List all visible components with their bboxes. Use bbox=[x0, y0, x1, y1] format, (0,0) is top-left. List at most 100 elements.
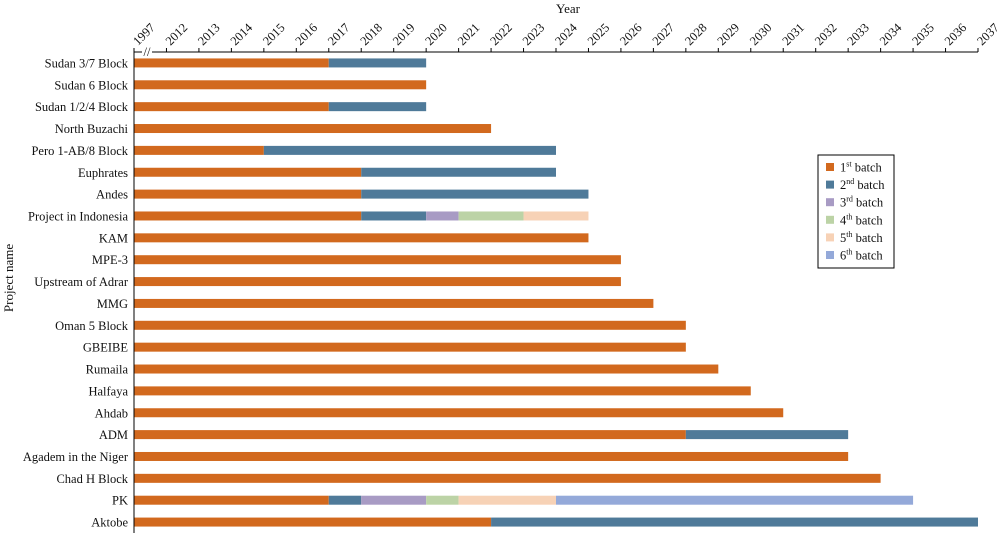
legend-label-number: 3 bbox=[840, 196, 846, 210]
x-tick-label: 2014 bbox=[228, 20, 256, 48]
bar-segment bbox=[134, 124, 492, 134]
bar-segment bbox=[685, 430, 849, 440]
x-tick-label: 2036 bbox=[942, 21, 970, 49]
legend-swatch bbox=[826, 215, 834, 224]
x-tick-label: 2017 bbox=[325, 21, 353, 49]
category-label: Sudan 1/2/4 Block bbox=[35, 100, 129, 114]
x-tick-label: 2013 bbox=[195, 21, 223, 49]
project-row: MMG bbox=[97, 297, 654, 311]
project-row: North Buzachi bbox=[55, 122, 492, 136]
legend-item: 2nd batch bbox=[826, 177, 885, 192]
bar-segment bbox=[328, 495, 362, 505]
x-tick-label: 2027 bbox=[650, 21, 678, 49]
project-row: Rumaila bbox=[86, 363, 719, 377]
x-tick-label: 2022 bbox=[487, 21, 515, 49]
legend-item: 6th batch bbox=[826, 248, 883, 263]
legend-label-text: batch bbox=[852, 213, 883, 227]
y-axis-title: Project name bbox=[1, 244, 16, 312]
bar-segment bbox=[134, 255, 621, 265]
bars-layer: Sudan 3/7 Block Sudan 6 Block Sudan 1/2/4 … bbox=[23, 56, 978, 530]
category-label: Ahdab bbox=[95, 406, 128, 420]
project-row: Euphrates bbox=[78, 166, 556, 180]
project-row: MPE-3 bbox=[92, 253, 621, 267]
legend-label-number: 5 bbox=[840, 231, 846, 245]
bar-segment bbox=[134, 145, 264, 155]
bar-segment bbox=[134, 386, 751, 396]
bar-segment bbox=[134, 211, 362, 221]
category-label: ADM bbox=[99, 428, 128, 442]
x-tick-label: 2016 bbox=[293, 21, 321, 49]
legend-label-text: batch bbox=[852, 161, 883, 175]
bar-segment bbox=[134, 189, 362, 199]
legend-label-text: batch bbox=[853, 196, 884, 210]
legend-label-text: batch bbox=[852, 249, 883, 263]
x-tick-label: 2015 bbox=[260, 21, 288, 49]
legend-item: 4th batch bbox=[826, 212, 883, 227]
category-label: Chad H Block bbox=[56, 472, 128, 486]
category-label: Pero 1-AB/8 Block bbox=[31, 144, 128, 158]
legend-item: 5th batch bbox=[826, 230, 883, 245]
legend-label-number: 4 bbox=[840, 213, 847, 227]
category-label: KAM bbox=[99, 231, 128, 245]
legend-label-ordinal: nd bbox=[846, 177, 854, 186]
x-tick-label: 2034 bbox=[877, 20, 905, 48]
x-tick-label: 2031 bbox=[779, 21, 807, 49]
x-tick-label: 2028 bbox=[682, 21, 710, 49]
x-tick-label: 2037 bbox=[974, 21, 1000, 49]
legend-label-ordinal: rd bbox=[846, 195, 853, 204]
legend-item: 1st batch bbox=[826, 160, 883, 175]
x-tick-label: 2029 bbox=[715, 21, 743, 49]
legend-label: 1st batch bbox=[840, 160, 883, 175]
category-label: Rumaila bbox=[86, 363, 129, 377]
bar-segment bbox=[361, 167, 556, 177]
project-row: Sudan 6 Block bbox=[54, 78, 427, 92]
legend-swatch bbox=[826, 251, 834, 259]
legend-label: 2nd batch bbox=[840, 177, 885, 192]
project-row: ADM bbox=[99, 428, 849, 442]
bar-segment bbox=[556, 495, 914, 505]
x-tick-label: 2018 bbox=[357, 21, 385, 49]
bar-segment bbox=[328, 58, 427, 68]
x-tick-label: 2026 bbox=[617, 21, 645, 49]
x-tick-label: 2035 bbox=[909, 21, 937, 49]
bar-segment bbox=[458, 495, 556, 505]
project-row: GBEIBE bbox=[83, 341, 686, 355]
legend-label: 5th batch bbox=[840, 230, 883, 245]
bar-segment bbox=[134, 430, 686, 440]
legend-label-ordinal: th bbox=[846, 212, 852, 221]
bar-segment bbox=[361, 495, 427, 505]
legend-label: 6th batch bbox=[840, 248, 883, 263]
bar-segment bbox=[134, 102, 329, 112]
project-row: Andes bbox=[96, 188, 589, 202]
project-row: Halfaya bbox=[88, 384, 751, 398]
bar-segment bbox=[134, 473, 881, 483]
category-label: Aktobe bbox=[91, 516, 128, 530]
legend-label: 4th batch bbox=[840, 212, 883, 227]
category-label: MMG bbox=[97, 297, 128, 311]
category-label: Project in Indonesia bbox=[28, 209, 128, 223]
category-label: Upstream of Adrar bbox=[34, 275, 129, 289]
project-row: Ahdab bbox=[95, 406, 784, 420]
x-tick-label: 2012 bbox=[163, 21, 191, 49]
legend-box bbox=[817, 154, 895, 269]
x-tick-label: 2023 bbox=[520, 21, 548, 49]
category-label: PK bbox=[112, 494, 128, 508]
bar-segment bbox=[361, 189, 589, 199]
project-row: PK bbox=[112, 494, 914, 508]
category-label: North Buzachi bbox=[55, 122, 129, 136]
bar-segment bbox=[134, 495, 329, 505]
project-row: Project in Indonesia bbox=[28, 209, 589, 223]
x-tick-label: 2025 bbox=[585, 21, 613, 49]
project-row: Oman 5 Block bbox=[55, 319, 686, 333]
category-label: Agadem in the Niger bbox=[23, 450, 129, 464]
legend-item: 3rd batch bbox=[826, 195, 884, 210]
bar-segment bbox=[134, 320, 686, 330]
bar-segment bbox=[263, 145, 556, 155]
bar-segment bbox=[361, 211, 427, 221]
bar-segment bbox=[458, 211, 524, 221]
x-tick-label: 2033 bbox=[844, 21, 872, 49]
category-label: Sudan 3/7 Block bbox=[45, 56, 129, 70]
bar-segment bbox=[426, 211, 459, 221]
